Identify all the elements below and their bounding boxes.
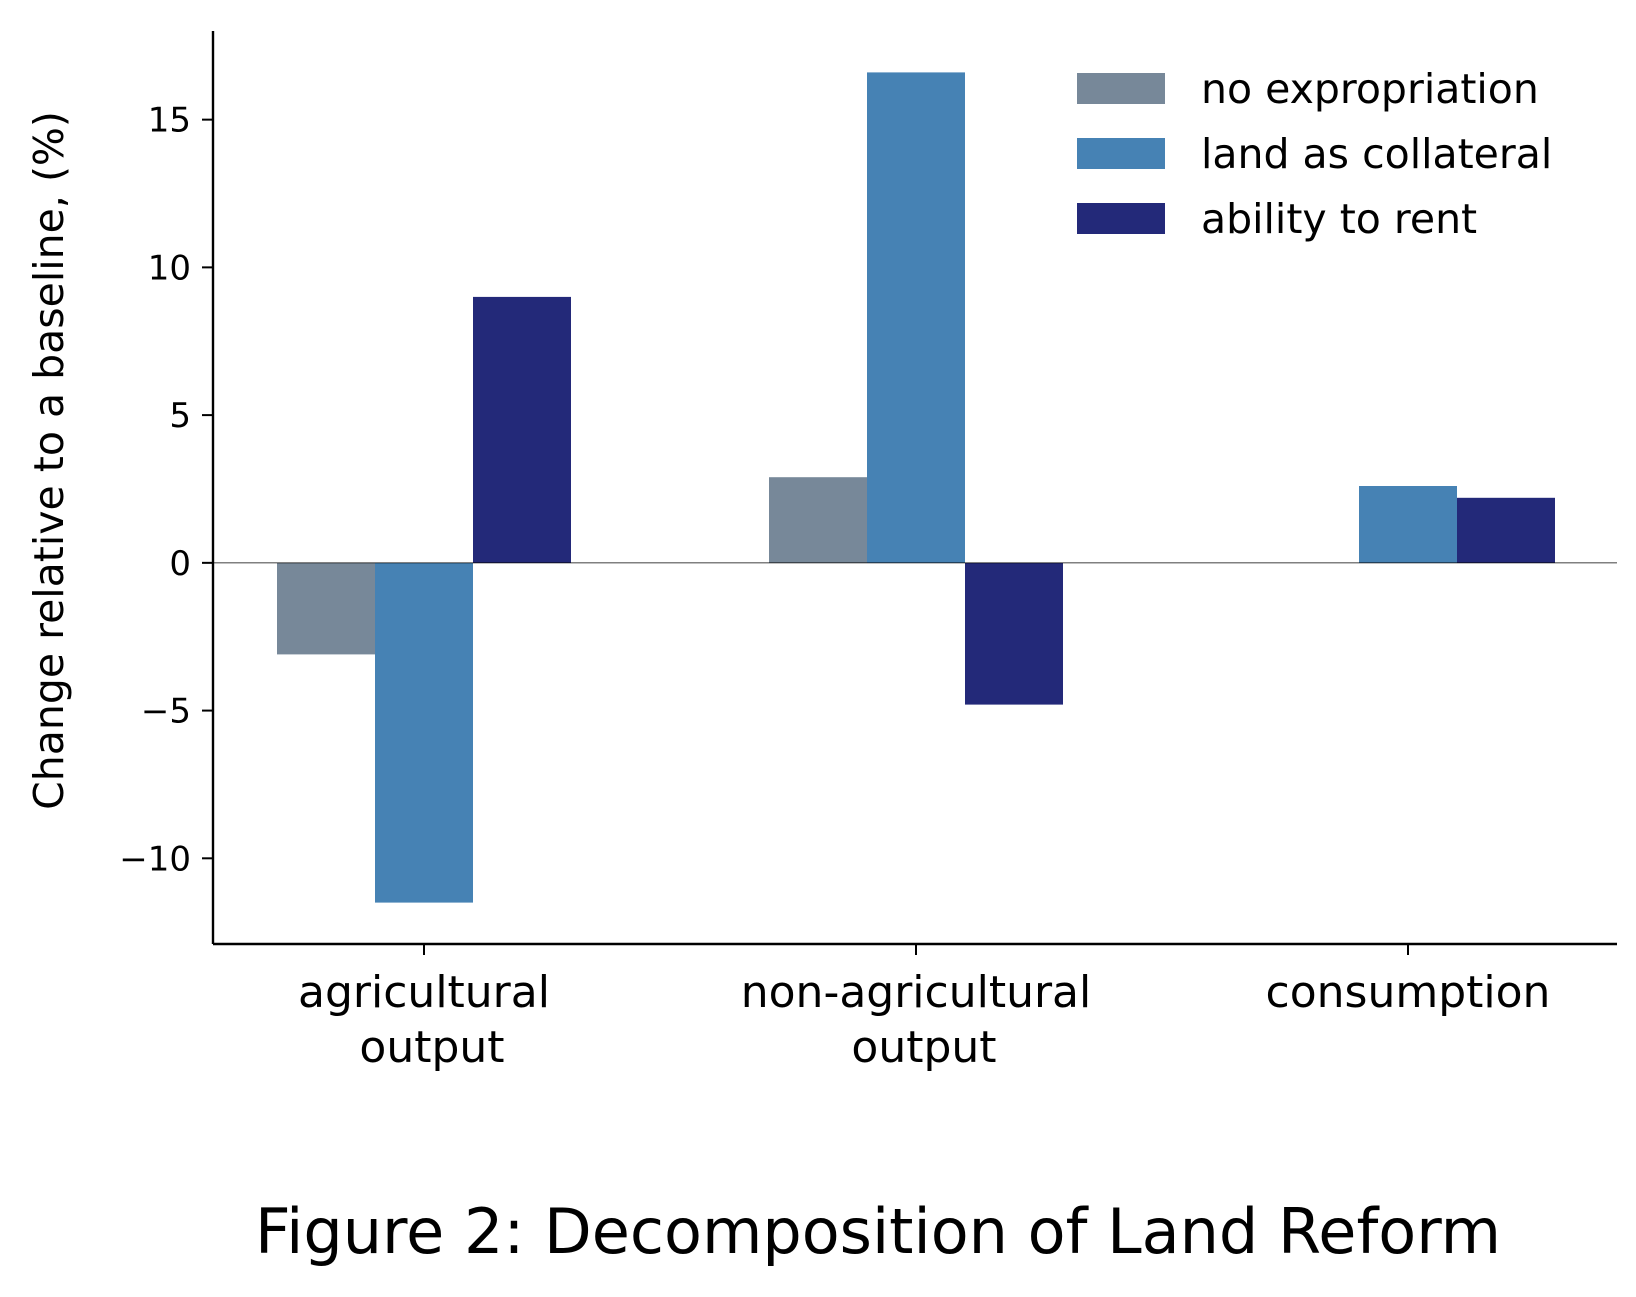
bar-ability-to-rent-0 xyxy=(473,296,571,563)
bar-no-expropriation-0 xyxy=(277,562,375,655)
legend-swatch xyxy=(1077,73,1165,104)
bar-ability-to-rent-2 xyxy=(1457,497,1555,563)
axes-layer: −10 −5 0 5 10 15 agricultural output non-agricul… xyxy=(25,31,1617,1073)
x-tick-label: non-agricultural output xyxy=(741,967,1092,1073)
bar-land-as-collateral-1 xyxy=(867,72,965,563)
legend: no expropriation land as collateral abilit… xyxy=(1077,65,1552,243)
legend-swatch xyxy=(1077,138,1165,169)
bars-layer xyxy=(277,72,1555,903)
y-tick-label: −10 xyxy=(119,839,191,879)
legend-swatch xyxy=(1077,203,1165,234)
y-axis-label: Change relative to a baseline, (%) xyxy=(25,111,73,810)
legend-label: ability to rent xyxy=(1201,195,1477,243)
bar-ability-to-rent-1 xyxy=(965,562,1063,705)
y-tick-label: 15 xyxy=(148,101,191,141)
bar-land-as-collateral-2 xyxy=(1359,486,1457,563)
figure-caption: Figure 2: Decomposition of Land Reform xyxy=(255,1195,1501,1268)
legend-label: land as collateral xyxy=(1201,130,1552,178)
x-tick-label: consumption xyxy=(1266,967,1551,1018)
y-tick-label: −5 xyxy=(141,692,191,732)
y-tick-label: 0 xyxy=(169,544,191,584)
legend-label: no expropriation xyxy=(1201,65,1539,113)
y-tick-label: 5 xyxy=(169,396,191,436)
bar-land-as-collateral-0 xyxy=(375,562,473,903)
bar-no-expropriation-1 xyxy=(769,477,867,563)
y-tick-label: 10 xyxy=(148,248,191,288)
x-tick-label: agricultural output xyxy=(298,967,550,1073)
